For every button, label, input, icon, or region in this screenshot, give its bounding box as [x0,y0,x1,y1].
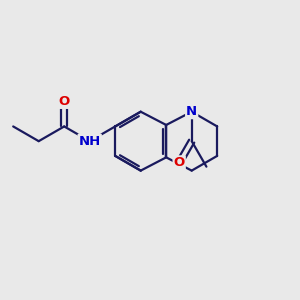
Text: NH: NH [79,135,101,148]
Text: O: O [58,95,70,108]
Text: O: O [174,156,185,169]
Text: N: N [186,105,197,118]
